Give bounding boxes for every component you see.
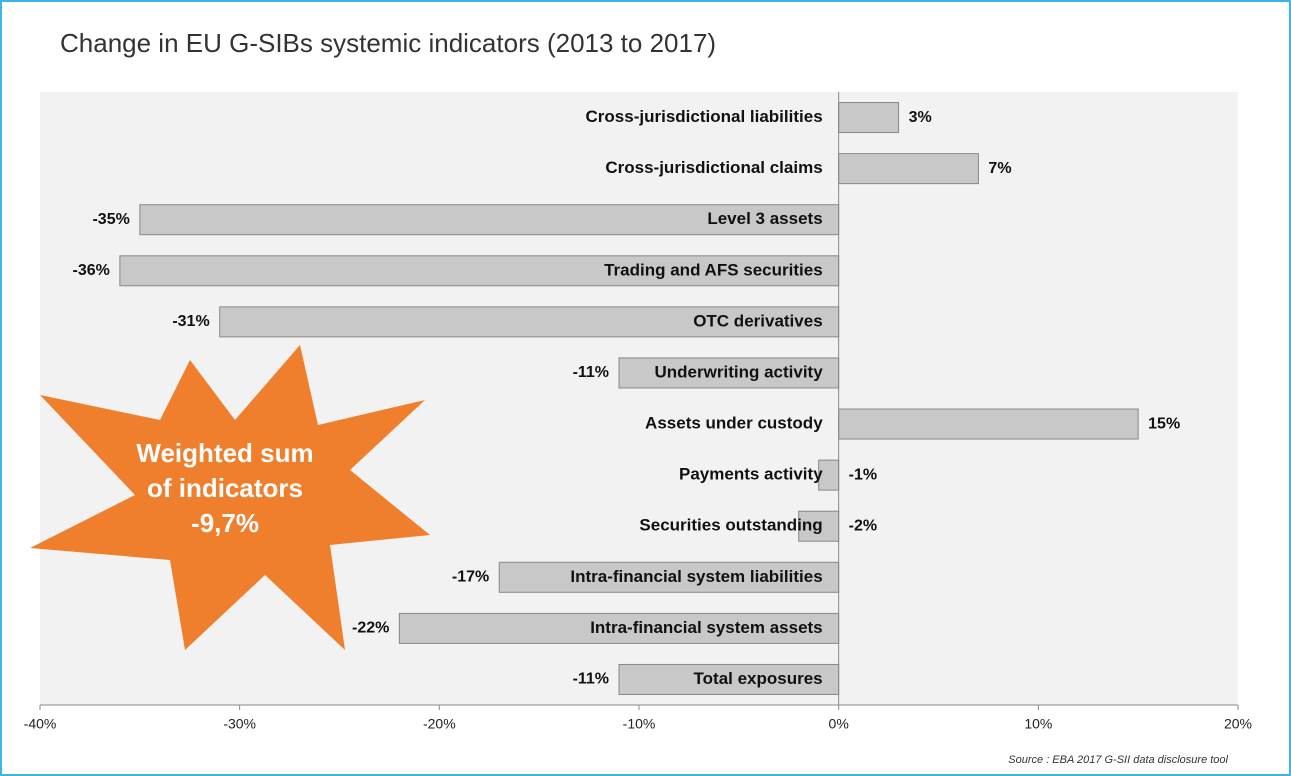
bar [398, 612, 840, 644]
bar [618, 663, 840, 695]
category-label: Assets under custody [645, 414, 823, 433]
value-label: 15% [1148, 415, 1180, 432]
value-label: -31% [172, 313, 209, 330]
category-label: Cross-jurisdictional claims [605, 158, 822, 177]
category-label: Intra-financial system liabilities [570, 567, 822, 586]
annotation-line: of indicators [147, 473, 303, 503]
category-label: Intra-financial system assets [590, 618, 822, 637]
value-label: -36% [73, 262, 110, 279]
bar [618, 357, 840, 389]
x-tick-label: -10% [623, 716, 656, 732]
value-label: -17% [452, 569, 489, 586]
value-label: 7% [988, 160, 1011, 177]
value-label: -1% [849, 466, 877, 483]
x-tick-label: 0% [829, 716, 849, 732]
category-label: Securities outstanding [639, 516, 822, 535]
bar [838, 102, 900, 134]
x-tick-label: 20% [1224, 716, 1252, 732]
value-label: -2% [849, 517, 877, 534]
value-label: -35% [92, 211, 129, 228]
bar [498, 561, 840, 593]
plot-area [40, 92, 1238, 705]
category-label: Cross-jurisdictional liabilities [586, 107, 823, 126]
x-tick-label: 10% [1024, 716, 1052, 732]
chart-title: Change in EU G-SIBs systemic indicators … [60, 28, 716, 58]
bar [798, 510, 840, 542]
value-label: 3% [909, 109, 932, 126]
x-tick-label: -40% [24, 716, 57, 732]
category-label: Underwriting activity [655, 362, 824, 381]
category-label: Total exposures [694, 669, 823, 688]
bar [119, 255, 840, 287]
category-label: Level 3 assets [707, 209, 822, 228]
bar [219, 306, 840, 338]
category-label: Trading and AFS securities [604, 260, 823, 279]
x-tick-label: -20% [423, 716, 456, 732]
bar [838, 408, 1139, 440]
starburst [30, 345, 430, 650]
annotation-line: -9,7% [191, 508, 259, 538]
x-tick-label: -30% [223, 716, 256, 732]
source: Source : EBA 2017 G-SII data disclosure … [1008, 754, 1228, 766]
value-label: -11% [573, 671, 609, 688]
value-label: -11% [573, 364, 609, 381]
annotation-line: Weighted sum [136, 438, 313, 468]
value-label: -22% [352, 620, 389, 637]
category-label: OTC derivatives [693, 311, 822, 330]
category-label: Payments activity [679, 465, 823, 484]
bar [838, 153, 979, 185]
annotation: Weighted sum of indicators -9,7% [136, 438, 313, 538]
